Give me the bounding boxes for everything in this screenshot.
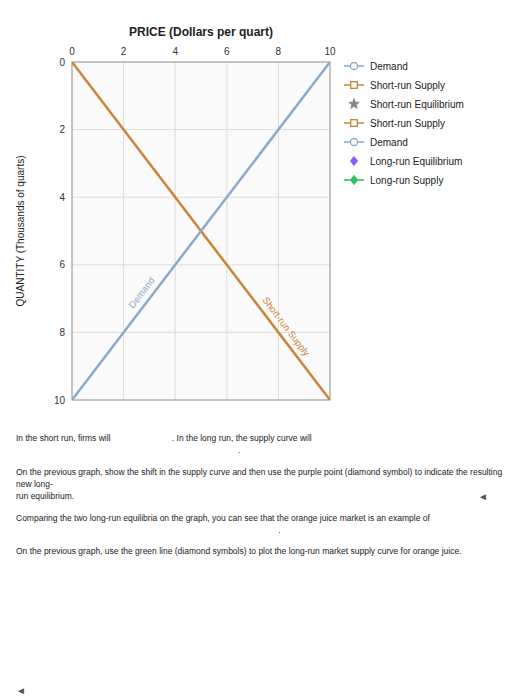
legend-item: Short-run Equilibrium	[349, 99, 464, 110]
legend-marker	[349, 99, 359, 109]
series-label: Short-run Supply	[260, 295, 312, 359]
x-tick-label: 10	[324, 46, 336, 57]
grid-line-y	[72, 197, 330, 198]
x-tick-label: 8	[276, 46, 282, 57]
lines	[72, 62, 330, 400]
legend-label: Short-run Supply	[370, 80, 445, 91]
note-paragraph: On the previous graph, use the green lin…	[16, 545, 512, 557]
annotation: ◄	[478, 490, 488, 505]
legend-item: Demand	[344, 137, 408, 148]
y-axis-label: QUANTITY (Thousands of quarts)	[15, 156, 26, 307]
y-tick-label: 4	[59, 192, 65, 203]
grid-line-x	[175, 62, 176, 400]
note-line: Comparing the two long-run equilibria on…	[16, 512, 512, 524]
legend-marker	[351, 63, 358, 70]
note-paragraph: In the short run, firms will . In the lo…	[16, 432, 512, 457]
series-line	[72, 62, 330, 400]
x-tick-label: 6	[224, 46, 230, 57]
legend: Demand Short-run Supply Short-run Equilibr…	[344, 61, 464, 186]
legend-item: Short-run Supply	[344, 118, 445, 129]
y-tick-label: 6	[59, 259, 65, 270]
note-line: .	[16, 444, 512, 456]
legend-label: Demand	[370, 61, 408, 72]
grid-line-y	[72, 129, 330, 130]
legend-item: Short-run Supply	[344, 80, 445, 91]
legend-marker	[351, 139, 358, 146]
series-label: Demand	[126, 275, 157, 310]
legend-label: Short-run Equilibrium	[370, 99, 464, 110]
legend-marker	[351, 157, 358, 166]
legend-marker	[351, 176, 358, 185]
legend-label: Long-run Supply	[370, 175, 443, 186]
y-tick-label: 8	[59, 327, 65, 338]
plot-frame	[72, 62, 330, 400]
x-tick-label: 0	[69, 46, 75, 57]
y-tick-label: 2	[59, 124, 65, 135]
grid-line-x	[123, 62, 124, 400]
note-line: On the previous graph, use the green lin…	[16, 545, 512, 557]
legend-label: Short-run Supply	[370, 118, 445, 129]
y-tick-label: 10	[54, 395, 66, 406]
note-line: On the previous graph, show the shift in…	[16, 466, 512, 491]
legend-label: Demand	[370, 137, 408, 148]
legend-item: Long-run Equilibrium	[351, 156, 463, 167]
legend-label: Long-run Equilibrium	[370, 156, 462, 167]
note-paragraph: On the previous graph, show the shift in…	[16, 466, 512, 503]
x-tick-label: 2	[121, 46, 127, 57]
legend-item: Long-run Supply	[344, 175, 443, 186]
note-line: In the short run, firms will . In the lo…	[16, 432, 512, 444]
note-paragraph: Comparing the two long-run equilibria on…	[16, 512, 512, 537]
legend-item: Demand	[344, 61, 408, 72]
legend-marker	[351, 120, 358, 127]
note-line: .	[16, 524, 512, 536]
note-line: run equilibrium.◄	[16, 490, 512, 502]
x-tick-label: 4	[172, 46, 178, 57]
annotation: ◄	[16, 685, 26, 696]
y-tick-label: 0	[59, 57, 65, 68]
series-line	[72, 62, 330, 400]
plot-background	[72, 62, 330, 400]
grid-line-x	[278, 62, 279, 400]
grid-line-x	[226, 62, 227, 400]
legend-marker	[351, 82, 358, 89]
grid-line-y	[72, 264, 330, 265]
chart-title: PRICE (Dollars per quart)	[129, 25, 273, 39]
